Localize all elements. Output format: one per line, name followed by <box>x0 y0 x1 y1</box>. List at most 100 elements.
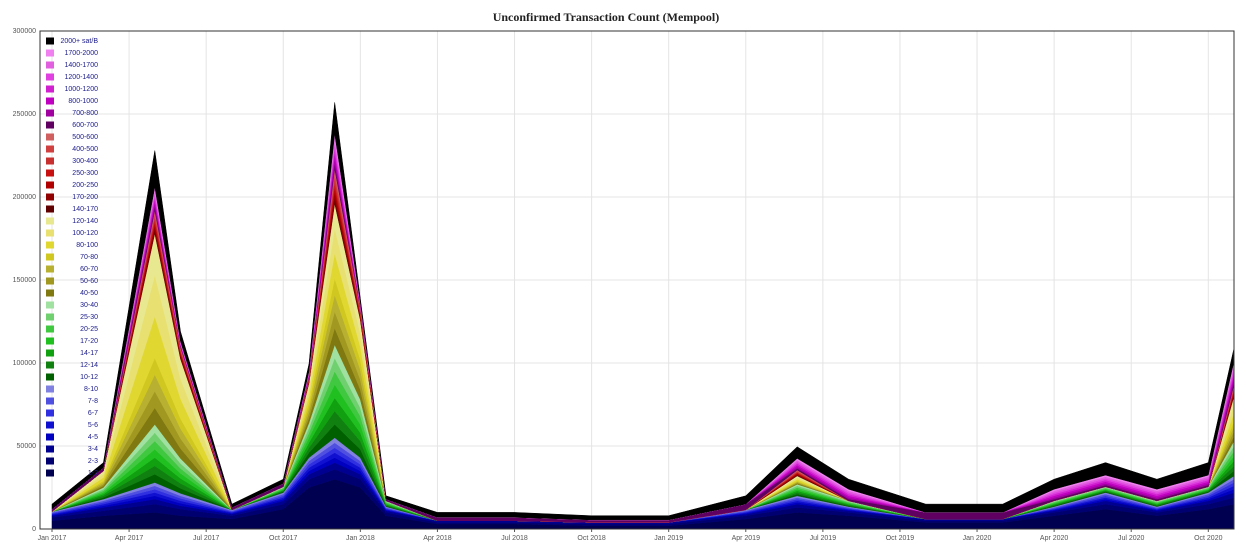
legend-label: 50-60 <box>80 278 98 285</box>
legend-swatch <box>46 421 54 429</box>
legend-label: 600-700 <box>72 122 98 129</box>
y-tick-label: 100000 <box>13 360 36 367</box>
y-tick-label: 150000 <box>13 277 36 284</box>
legend-swatch <box>46 73 54 81</box>
legend-swatch <box>46 169 54 177</box>
legend-swatch <box>46 205 54 213</box>
legend-swatch <box>46 277 54 285</box>
legend-label: 1-2 <box>88 470 98 477</box>
x-tick-label: Jul 2017 <box>193 535 220 542</box>
legend-label: 300-400 <box>72 158 98 165</box>
legend-swatch <box>46 325 54 333</box>
x-tick-label: Apr 2019 <box>732 535 761 542</box>
legend-label: 6-7 <box>88 410 98 417</box>
legend-label: 1200-1400 <box>65 74 99 81</box>
legend-swatch <box>46 409 54 417</box>
x-tick-label: Jul 2018 <box>501 535 528 542</box>
x-tick-label: Oct 2020 <box>1194 535 1223 542</box>
legend-swatch <box>46 349 54 357</box>
legend-label: 12-14 <box>80 362 98 369</box>
legend-swatch <box>46 373 54 381</box>
legend-swatch <box>46 85 54 93</box>
legend-swatch <box>46 337 54 345</box>
legend-label: 60-70 <box>80 266 98 273</box>
legend-swatch <box>46 181 54 189</box>
legend-swatch <box>46 61 54 69</box>
legend-label: 14-17 <box>80 350 98 357</box>
legend-label: 4-5 <box>88 434 98 441</box>
legend-swatch <box>46 193 54 201</box>
y-tick-label: 300000 <box>13 28 36 35</box>
legend-swatch <box>46 109 54 117</box>
legend-swatch <box>46 241 54 249</box>
legend-swatch <box>46 229 54 237</box>
legend-label: 7-8 <box>88 398 98 405</box>
legend-label: 100-120 <box>72 230 98 237</box>
legend-label: 17-20 <box>80 338 98 345</box>
legend-label: 2000+ sat/B <box>60 38 98 45</box>
legend-label: 3-4 <box>88 446 98 453</box>
legend-swatch <box>46 133 54 141</box>
legend-swatch <box>46 157 54 165</box>
legend-swatch <box>46 97 54 105</box>
legend-label: 1400-1700 <box>65 62 99 69</box>
y-tick-label: 200000 <box>13 194 36 201</box>
chart-title: Unconfirmed Transaction Count (Mempool) <box>493 10 720 24</box>
legend-swatch <box>46 265 54 273</box>
y-tick-label: 250000 <box>13 111 36 118</box>
legend-label: 700-800 <box>72 110 98 117</box>
x-tick-label: Apr 2020 <box>1040 535 1069 542</box>
x-tick-label: Jul 2020 <box>1118 535 1145 542</box>
legend-swatch <box>46 433 54 441</box>
legend-label: 30-40 <box>80 302 98 309</box>
x-tick-label: Jan 2019 <box>654 535 683 542</box>
legend-swatch <box>46 445 54 453</box>
legend: 2000+ sat/B 1700-2000 1400-1700 1200-1400 10… <box>46 37 99 477</box>
legend-swatch <box>46 49 54 57</box>
x-tick-label: Jan 2020 <box>963 535 992 542</box>
axes: 0 50000 100000 150000 200000 250000 300000 Jan … <box>13 28 1223 542</box>
legend-swatch <box>46 361 54 369</box>
legend-swatch <box>46 469 54 477</box>
legend-label: 10-12 <box>80 374 98 381</box>
legend-label: 40-50 <box>80 290 98 297</box>
legend-swatch <box>46 397 54 405</box>
legend-swatch <box>46 313 54 321</box>
y-tick-label: 0 <box>32 526 36 533</box>
legend-label: 1000-1200 <box>65 86 99 93</box>
legend-label: 25-30 <box>80 314 98 321</box>
legend-label: 800-1000 <box>68 98 98 105</box>
legend-label: 500-600 <box>72 134 98 141</box>
y-tick-label: 50000 <box>17 443 37 450</box>
x-tick-label: Apr 2017 <box>115 535 144 542</box>
legend-swatch <box>46 301 54 309</box>
legend-label: 120-140 <box>72 218 98 225</box>
legend-label: 70-80 <box>80 254 98 261</box>
legend-swatch <box>46 385 54 393</box>
legend-swatch <box>46 457 54 465</box>
x-tick-label: Jan 2017 <box>38 535 67 542</box>
legend-swatch <box>46 289 54 297</box>
legend-label: 20-25 <box>80 326 98 333</box>
legend-label: 140-170 <box>72 206 98 213</box>
grid <box>40 30 1234 530</box>
legend-label: 200-250 <box>72 182 98 189</box>
legend-label: 5-6 <box>88 422 98 429</box>
x-tick-label: Oct 2017 <box>269 535 298 542</box>
legend-label: 400-500 <box>72 146 98 153</box>
legend-label: 1700-2000 <box>65 50 99 57</box>
legend-label: 250-300 <box>72 170 98 177</box>
legend-swatch <box>46 121 54 129</box>
x-tick-label: Oct 2019 <box>886 535 915 542</box>
legend-label: 2-3 <box>88 458 98 465</box>
legend-label: 80-100 <box>76 242 98 249</box>
x-tick-label: Apr 2018 <box>423 535 452 542</box>
legend-label: 170-200 <box>72 194 98 201</box>
legend-swatch <box>46 145 54 153</box>
legend-swatch <box>46 37 54 45</box>
legend-swatch <box>46 217 54 225</box>
plot-frame <box>39 30 1235 530</box>
x-tick-label: Oct 2018 <box>577 535 606 542</box>
x-tick-label: Jan 2018 <box>346 535 375 542</box>
